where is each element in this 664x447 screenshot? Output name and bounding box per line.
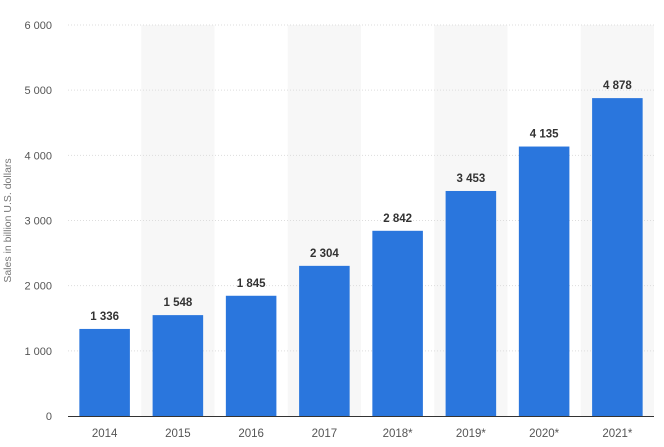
x-tick-label: 2017 <box>312 428 338 440</box>
value-label: 1 336 <box>90 311 119 323</box>
value-label: 4 135 <box>530 129 559 141</box>
x-tick-label: 2019* <box>456 428 487 440</box>
x-tick-label: 2015 <box>165 428 191 440</box>
value-label: 3 453 <box>456 173 485 185</box>
y-tick-label: 0 <box>46 411 52 423</box>
x-axis-tick-labels: 2014 2015 2016 2017 2018* 2019* 2020* 2021* <box>92 428 633 440</box>
bar-2019 <box>445 190 497 416</box>
y-axis-title: Sales in billion U.S. dollars <box>2 158 14 282</box>
x-tick-label: 2018* <box>383 428 414 440</box>
x-tick-label: 2021* <box>602 428 633 440</box>
bar-2018 <box>372 230 423 416</box>
value-label: 2 842 <box>383 213 412 225</box>
y-tick-label: 2 000 <box>24 281 52 293</box>
x-tick-label: 2020* <box>529 428 560 440</box>
y-tick-label: 1 000 <box>24 346 52 358</box>
bar-2020 <box>518 146 570 416</box>
bar-2015 <box>152 315 204 416</box>
y-tick-label: 4 000 <box>24 150 52 162</box>
value-label: 1 845 <box>237 278 266 290</box>
bars <box>79 98 643 416</box>
value-label: 1 548 <box>163 297 192 309</box>
x-tick-label: 2016 <box>238 428 264 440</box>
bar-2016 <box>225 295 277 416</box>
y-tick-label: 6 000 <box>24 20 52 32</box>
y-tick-label: 5 000 <box>24 85 52 97</box>
y-axis-tick-labels: 0 1 000 2 000 3 000 4 000 5 000 6 000 <box>24 20 52 423</box>
y-tick-label: 3 000 <box>24 216 52 228</box>
value-label: 4 878 <box>603 80 632 92</box>
value-labels: 1 336 1 548 1 845 2 304 2 842 3 453 4 135 4 878 <box>90 80 632 323</box>
value-label: 2 304 <box>310 248 339 260</box>
bar-2021 <box>592 98 643 416</box>
bar-2014 <box>79 328 130 416</box>
x-tick-label: 2014 <box>92 428 118 440</box>
bar-2017 <box>299 265 350 416</box>
